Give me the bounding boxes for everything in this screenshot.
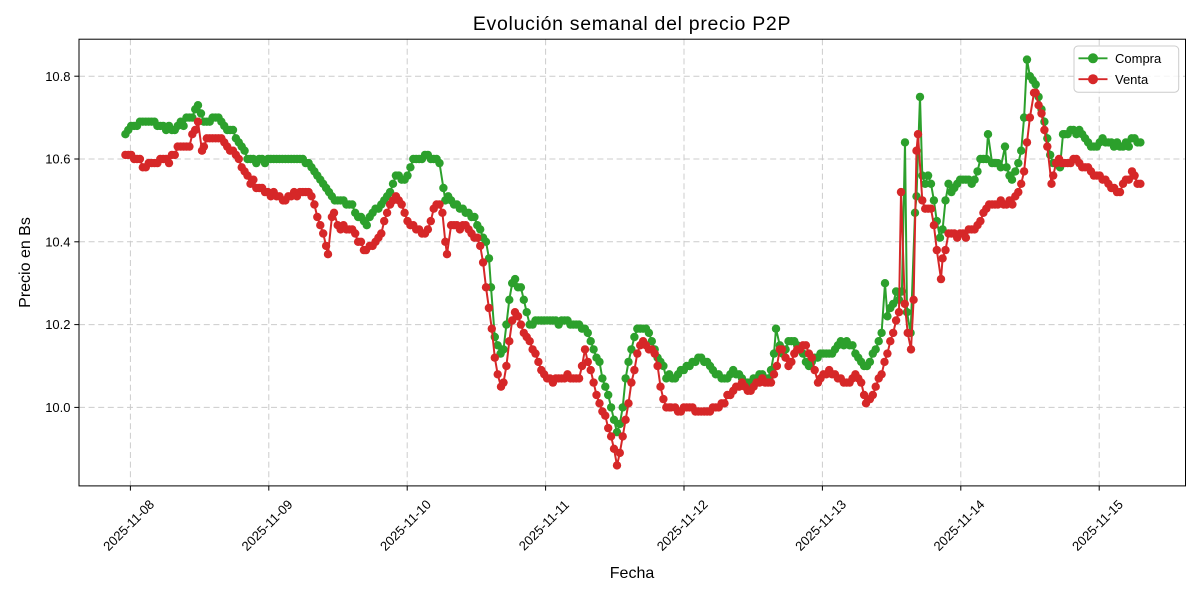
svg-text:10.8: 10.8	[45, 69, 70, 84]
svg-text:10.6: 10.6	[45, 152, 70, 167]
svg-text:10.4: 10.4	[45, 234, 70, 249]
svg-text:Precio en Bs: Precio en Bs	[17, 217, 34, 308]
svg-text:Venta: Venta	[1115, 72, 1149, 87]
svg-text:Compra: Compra	[1115, 51, 1162, 66]
svg-text:10.2: 10.2	[45, 317, 70, 332]
svg-text:Fecha: Fecha	[610, 565, 655, 582]
svg-text:Evolución semanal del precio P: Evolución semanal del precio P2P	[473, 13, 791, 35]
svg-text:10.0: 10.0	[45, 400, 70, 415]
